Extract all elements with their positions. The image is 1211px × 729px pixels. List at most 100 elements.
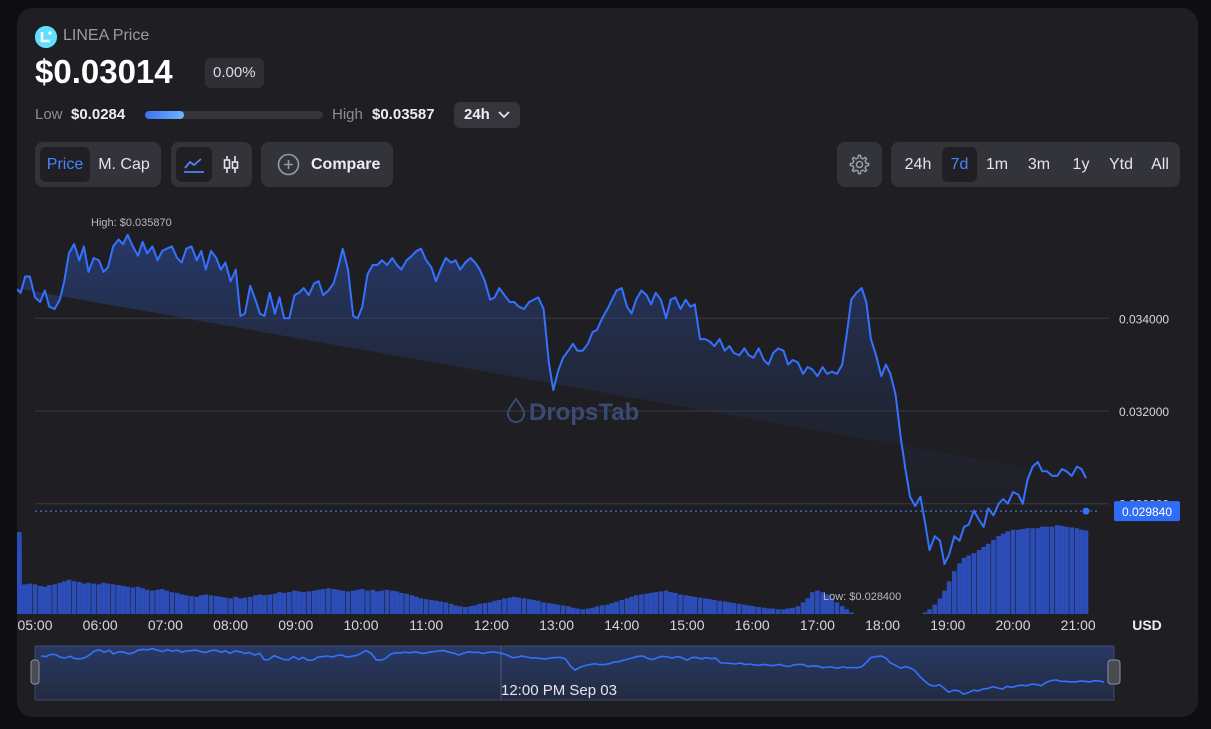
volume-bar	[976, 550, 982, 614]
timeframe-3m[interactable]: 3m	[1027, 156, 1051, 173]
volume-bar	[736, 603, 742, 614]
volume-bar	[536, 600, 541, 614]
volume-bar	[1015, 529, 1021, 614]
volume-bar	[590, 607, 595, 614]
volume-bar	[775, 609, 781, 614]
volume-bar	[575, 608, 580, 614]
volume-bar	[492, 600, 497, 614]
volume-bar	[678, 594, 683, 614]
navigator-line	[40, 647, 1105, 695]
volume-bar	[468, 606, 473, 614]
volume-bar	[394, 591, 400, 614]
price-change-badge: 0.00%	[205, 58, 264, 88]
volume-bar	[844, 609, 850, 614]
volume-bar	[52, 584, 57, 614]
volume-bar	[350, 590, 356, 614]
volume-bar	[1005, 531, 1011, 614]
volume-bar	[218, 596, 224, 614]
volume-bar	[399, 592, 404, 614]
current-price-tag	[1114, 501, 1180, 522]
volume-bar	[1079, 529, 1084, 614]
volume-bar	[585, 608, 591, 614]
volume-bar	[702, 598, 708, 614]
volume-bar	[164, 590, 170, 614]
timeframe-selector: 24h 7d 1m 3m 1y Ytd All	[891, 142, 1180, 187]
volume-bar	[599, 605, 605, 614]
x-tick-label: 19:00	[930, 617, 965, 633]
volume-bar	[712, 599, 717, 614]
volume-bar	[423, 599, 429, 614]
current-price-label: 0.029840	[1122, 505, 1172, 519]
volume-bar	[472, 605, 478, 614]
volume-bar	[731, 603, 737, 614]
plus-circle-icon	[277, 153, 300, 176]
low-annotation: Low: $0.028400	[823, 591, 901, 603]
volume-bar	[418, 598, 424, 614]
volume-bar	[692, 596, 698, 614]
compare-button[interactable]: Compare	[261, 142, 393, 187]
x-tick-label: 12:00	[474, 617, 509, 633]
volume-bar	[966, 555, 971, 614]
timeframe-ytd[interactable]: Ytd	[1108, 156, 1133, 173]
volume-bar	[551, 603, 556, 614]
settings-button[interactable]	[837, 142, 882, 187]
price-chart[interactable]: 0.0340000.0320000.030000DropsTab0.029840…	[17, 8, 1198, 717]
volume-bar	[1064, 526, 1069, 614]
volume-bar	[815, 590, 820, 614]
volume-bar	[17, 547, 22, 614]
dropstab-watermark-icon	[506, 397, 526, 423]
timeframe-all[interactable]: All	[1151, 156, 1169, 173]
volume-bar	[130, 587, 136, 614]
period-dropdown[interactable]: 24h	[454, 102, 520, 128]
line-chart-icon	[184, 158, 204, 173]
tab-price[interactable]: Price	[40, 147, 90, 182]
timeframe-24h[interactable]: 24h	[904, 156, 932, 173]
x-tick-label: 08:00	[213, 617, 248, 633]
volume-bar	[800, 602, 806, 614]
volume-bar	[81, 583, 87, 614]
volume-bar	[355, 589, 361, 614]
timeframe-1m[interactable]: 1m	[985, 156, 1009, 173]
volume-bar	[639, 594, 644, 614]
volume-bar	[937, 598, 943, 614]
line-chart-button[interactable]	[176, 147, 212, 182]
volume-bar	[433, 600, 439, 614]
volume-bar	[159, 589, 165, 614]
volume-bar	[228, 598, 233, 614]
volume-bar	[526, 599, 532, 614]
volume-bar	[135, 586, 141, 614]
asset-title: LINEA Price	[63, 27, 150, 44]
x-tick-label: 14:00	[604, 617, 639, 633]
volume-bar	[457, 606, 463, 614]
volume-bar	[507, 597, 512, 614]
volume-bar	[277, 592, 282, 614]
volume-bar	[927, 609, 932, 614]
volume-bar	[213, 596, 219, 614]
x-tick-label: 21:00	[1061, 617, 1096, 633]
candlestick-button[interactable]	[213, 147, 249, 182]
volume-bar	[672, 592, 678, 614]
volume-bar	[150, 590, 155, 614]
volume-bar	[1049, 526, 1055, 614]
timeframe-7d[interactable]: 7d	[942, 147, 977, 182]
timeframe-1y[interactable]: 1y	[1072, 156, 1090, 173]
volume-bar	[253, 595, 258, 614]
volume-bar	[594, 606, 600, 614]
high-value: $0.03587	[372, 106, 435, 123]
volume-bar	[1025, 528, 1030, 614]
volume-bar	[722, 601, 728, 614]
x-tick-label: 06:00	[83, 617, 118, 633]
y-tick-label: 0.034000	[1119, 312, 1169, 326]
volume-bar	[179, 594, 184, 614]
volume-bar	[414, 596, 419, 614]
volume-bar	[609, 603, 615, 614]
volume-bar	[633, 595, 639, 614]
volume-bar	[286, 592, 292, 614]
volume-bar	[1069, 527, 1074, 614]
volume-bar	[531, 599, 537, 614]
gear-icon	[849, 154, 870, 175]
unit-label: USD	[1132, 617, 1162, 633]
volume-bar	[1020, 528, 1026, 614]
watermark: DropsTab	[529, 399, 639, 426]
tab-market-cap[interactable]: M. Cap	[98, 156, 150, 173]
